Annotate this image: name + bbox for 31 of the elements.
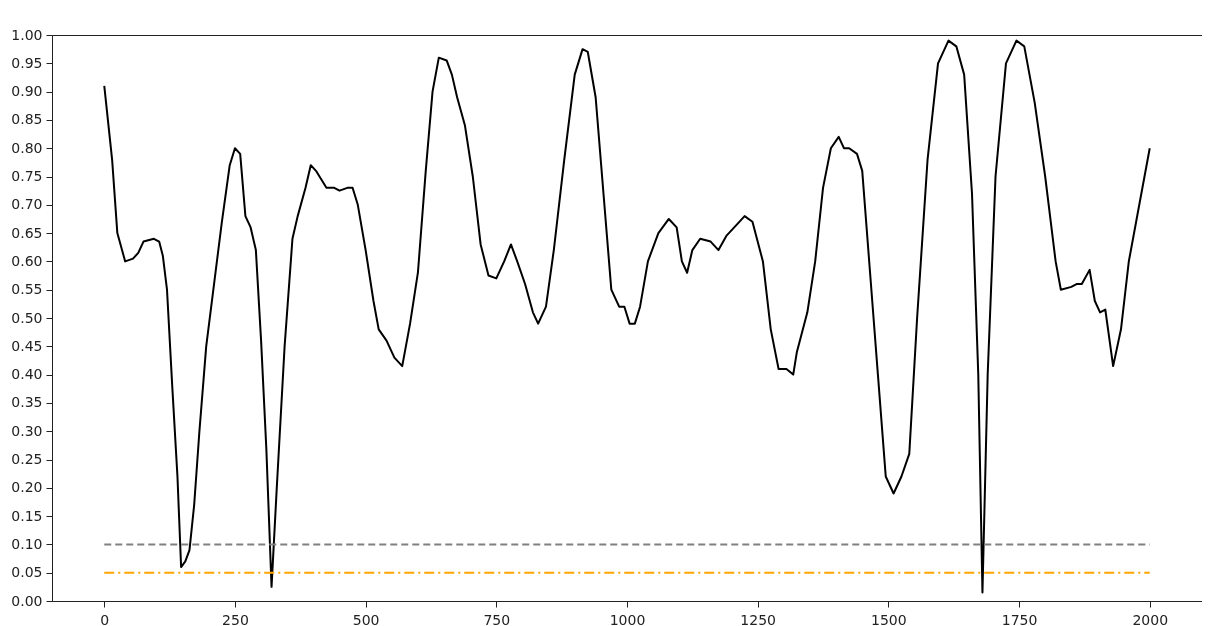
x-tick-label: 1750: [1001, 611, 1038, 626]
y-tick-label: 0.00: [11, 592, 43, 609]
x-tick-label: 750: [483, 611, 511, 626]
y-tick-label: 1.00: [11, 26, 43, 43]
y-tick-label: 0.40: [11, 366, 43, 383]
y-tick-label: 0.45: [11, 337, 43, 354]
y-tick-label: 0.25: [11, 451, 43, 467]
y-tick-label: 0.80: [11, 139, 43, 156]
x-tick-label: 250: [222, 611, 249, 626]
line-series: [103, 39, 1151, 594]
x-tick-label: 1500: [871, 611, 907, 626]
y-tick-label: 0.10: [11, 535, 43, 552]
y-tick-label: 0.20: [11, 479, 43, 496]
y-tick-label: 0.90: [11, 83, 43, 100]
y-tick-label: 0.05: [11, 564, 43, 581]
y-tick-label: 0.50: [11, 309, 43, 326]
x-tick-label: 2000: [1132, 611, 1169, 626]
y-tick-label: 0.35: [11, 394, 43, 411]
x-tick-label: 1000: [609, 611, 646, 626]
y-tick-label: 0.60: [11, 252, 43, 269]
x-tick-label: 500: [352, 611, 380, 626]
y-tick-label: 0.95: [11, 54, 43, 71]
y-tick-label: 0.85: [11, 111, 43, 128]
y-tick-label: 0.65: [11, 224, 43, 241]
y-tick-label: 0.75: [11, 168, 43, 184]
y-tick-label: 0.55: [11, 281, 43, 298]
y-tick-label: 0.70: [11, 196, 43, 213]
y-tick-label: 0.15: [11, 507, 43, 524]
x-tick-label: 1250: [740, 611, 776, 626]
x-tick-label: 0: [100, 611, 110, 626]
y-tick-label: 0.30: [11, 422, 43, 439]
